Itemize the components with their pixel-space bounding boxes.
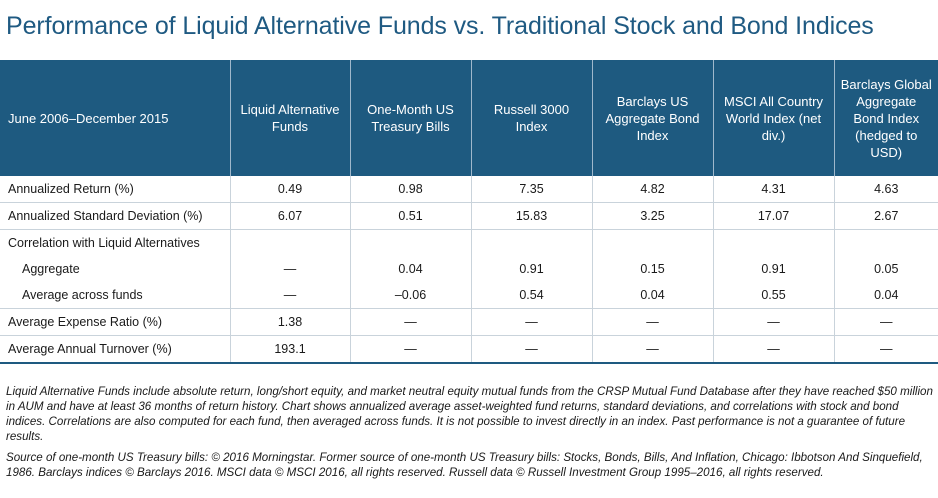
table-cell: 4.82 (591, 176, 713, 203)
table-cell: 0.54 (470, 282, 592, 309)
table-row: Aggregate — 0.04 0.91 0.15 0.91 0.05 (0, 256, 938, 282)
table-cell: — (833, 335, 938, 364)
page-title: Performance of Liquid Alternative Funds … (6, 12, 874, 40)
table-cell: 4.63 (833, 176, 938, 203)
table-cell (470, 229, 592, 256)
table-cell: 0.55 (712, 282, 834, 309)
table-cell: 17.07 (712, 202, 834, 230)
column-header-msci-acwi: MSCI All Country World Index (net div.) (712, 60, 834, 176)
table-cell: 1.38 (229, 308, 350, 336)
row-label: Correlation with Liquid Alternatives (8, 236, 200, 250)
table-cell: — (349, 335, 471, 364)
table-cell: 0.04 (349, 256, 471, 282)
table-cell: — (712, 308, 834, 336)
table-cell: 193.1 (229, 335, 350, 364)
table-cell: 15.83 (470, 202, 592, 230)
table-cell: — (591, 308, 713, 336)
row-label: Annualized Standard Deviation (%) (0, 202, 230, 230)
table-row: Annualized Standard Deviation (%) 6.07 0… (0, 202, 938, 230)
table-cell: 0.51 (349, 202, 471, 230)
table-cell: 0.91 (712, 256, 834, 282)
table-cell: 6.07 (229, 202, 350, 230)
table-cell: 0.15 (591, 256, 713, 282)
table-cell: 0.04 (833, 282, 938, 309)
table-cell: 0.91 (470, 256, 592, 282)
table-cell: –0.06 (349, 282, 471, 309)
row-label: Annualized Return (%) (0, 176, 230, 203)
table-cell: — (229, 282, 350, 309)
table-cell (591, 229, 713, 256)
footnote-description: Liquid Alternative Funds include absolut… (6, 384, 934, 444)
table-cell (712, 229, 834, 256)
table-cell: 0.04 (591, 282, 713, 309)
description-text: Liquid Alternative Funds include absolut… (6, 385, 933, 428)
table-cell: 2.67 (833, 202, 938, 230)
table-cell: 0.05 (833, 256, 938, 282)
table-row: Average across funds — –0.06 0.54 0.04 0… (0, 282, 938, 309)
table-cell: — (833, 308, 938, 336)
table-cell: — (470, 335, 592, 364)
row-label: Average Annual Turnover (%) (0, 335, 230, 364)
table-cell: — (229, 256, 350, 282)
table-row: Annualized Return (%) 0.49 0.98 7.35 4.8… (0, 176, 938, 203)
table-row-group-header: Correlation with Liquid Alternatives (0, 229, 938, 256)
table-cell (229, 229, 350, 256)
row-label: Average Expense Ratio (%) (0, 308, 230, 336)
footnote-sources: Source of one-month US Treasury bills: ©… (6, 451, 923, 479)
table-cell: — (349, 308, 471, 336)
column-header-barclays-global-aggregate: Barclays Global Aggregate Bond Index (he… (833, 60, 938, 176)
footnotes: Liquid Alternative Funds include absolut… (6, 384, 934, 486)
performance-table: June 2006–December 2015 Liquid Alternati… (0, 60, 938, 364)
table-cell: 0.98 (349, 176, 471, 203)
table-cell: — (591, 335, 713, 364)
column-header-barclays-us-aggregate: Barclays US Aggregate Bond Index (591, 60, 713, 176)
table-cell: — (712, 335, 834, 364)
table-cell: — (470, 308, 592, 336)
column-header-russell-3000: Russell 3000 Index (470, 60, 592, 176)
header-row: June 2006–December 2015 Liquid Alternati… (0, 60, 938, 176)
row-label: Aggregate (22, 262, 80, 276)
row-label: Average across funds (0, 282, 230, 309)
table-cell (833, 229, 938, 256)
table-cell: 4.31 (712, 176, 834, 203)
period-header: June 2006–December 2015 (0, 60, 230, 176)
column-header-liquid-alternative-funds: Liquid Alternative Funds (229, 60, 350, 176)
column-header-treasury-bills: One-Month US Treasury Bills (349, 60, 471, 176)
table-cell: 3.25 (591, 202, 713, 230)
table-cell: 0.49 (229, 176, 350, 203)
disclaimer-text: Past performance is not a guarantee of f… (6, 415, 906, 443)
table-cell (349, 229, 471, 256)
table-row: Average Expense Ratio (%) 1.38 — — — — — (0, 308, 938, 336)
table-row: Average Annual Turnover (%) 193.1 — — — … (0, 335, 938, 364)
table-cell: 7.35 (470, 176, 592, 203)
